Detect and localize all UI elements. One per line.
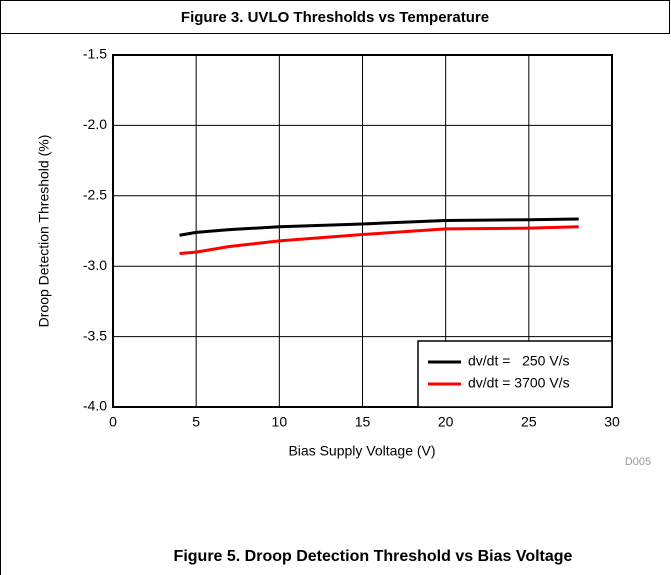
x-tick-label: 15 [355, 414, 371, 430]
x-tick-label: 30 [604, 414, 620, 430]
plot-frame [112, 54, 613, 408]
y-tick-label: -2.0 [83, 116, 107, 132]
y-axis-label: Droop Detection Threshold (%) [36, 135, 52, 328]
x-tick-label: 10 [272, 414, 288, 430]
y-tick-label: -3.5 [83, 327, 107, 343]
y-tick-label: -4.0 [83, 398, 107, 414]
x-tick-label: 0 [109, 414, 117, 430]
figure-code: D005 [625, 456, 651, 468]
data-line [179, 217, 579, 237]
x-axis-label: Bias Supply Voltage (V) [288, 443, 435, 459]
y-tick-label: -3.0 [83, 257, 107, 273]
y-tick-label: -2.5 [83, 187, 107, 203]
x-tick-label: 20 [438, 414, 454, 430]
header-title: Figure 3. UVLO Thresholds vs Temperature [181, 9, 489, 26]
y-tick-label: -1.5 [83, 46, 107, 62]
legend-label: dv/dt = 3700 V/s [468, 375, 570, 391]
legend-box [417, 340, 613, 408]
data-line [179, 225, 579, 256]
caption: Figure 5. Droop Detection Threshold vs B… [174, 548, 573, 565]
legend-label: dv/dt = 250 V/s [468, 353, 570, 369]
x-tick-label: 5 [192, 414, 200, 430]
x-tick-label: 25 [521, 414, 537, 430]
